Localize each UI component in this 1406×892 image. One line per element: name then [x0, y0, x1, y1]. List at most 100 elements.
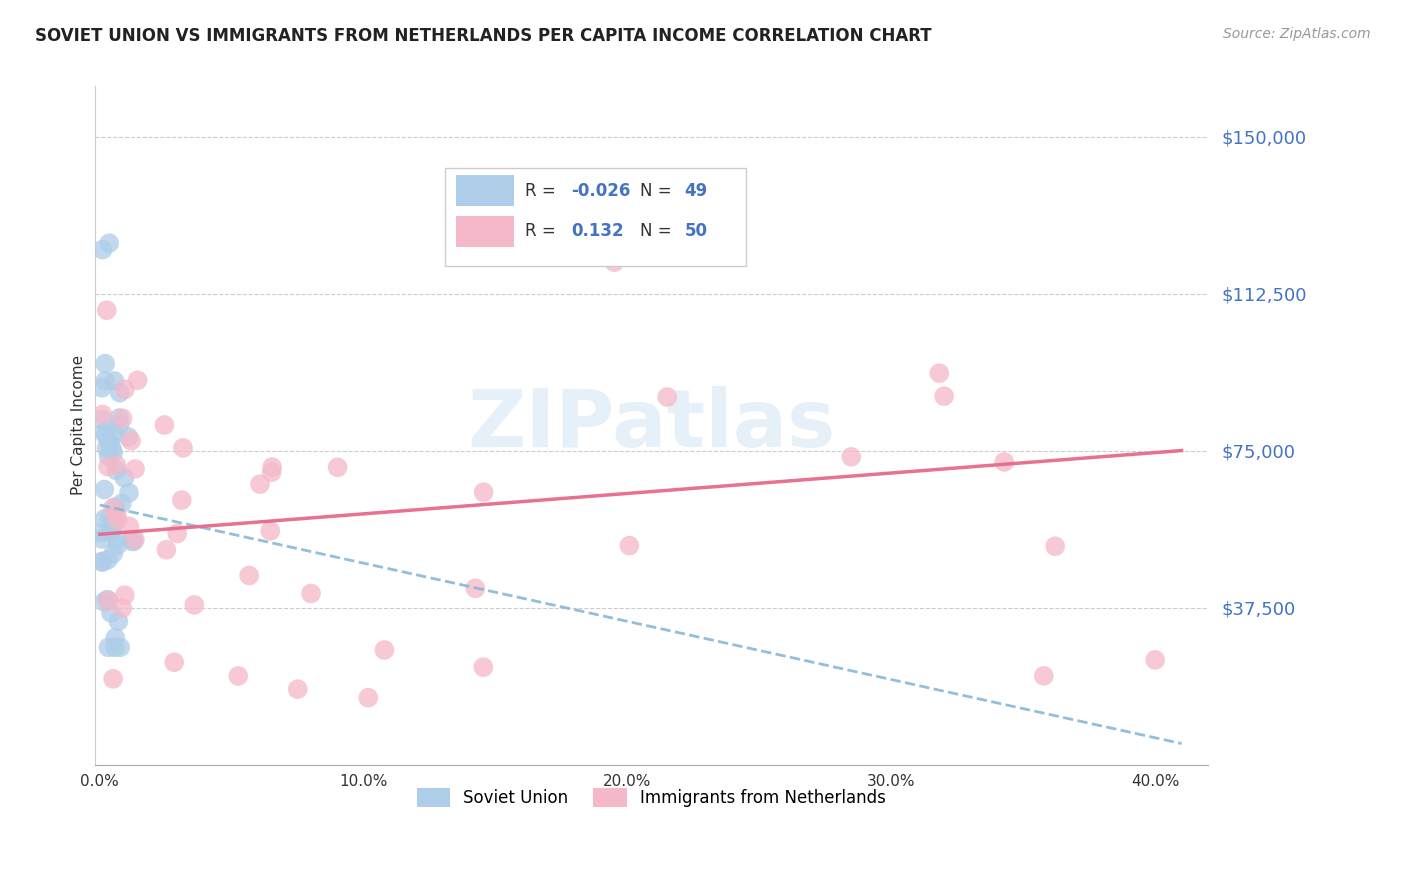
- Point: [94, 425, 117, 439]
- Point: [107, 614, 129, 628]
- Point: [117, 430, 139, 444]
- Point: [108, 411, 131, 425]
- Point: [120, 434, 142, 448]
- Point: [464, 582, 486, 596]
- Point: [299, 586, 322, 600]
- Point: [97, 449, 120, 463]
- Point: [111, 411, 134, 425]
- Point: [96, 441, 118, 455]
- Text: 50: 50: [685, 222, 707, 241]
- Text: R =: R =: [526, 182, 561, 200]
- Point: [1043, 539, 1066, 553]
- Point: [101, 523, 124, 537]
- Point: [108, 417, 131, 432]
- Y-axis label: Per Capita Income: Per Capita Income: [72, 355, 86, 495]
- Text: -0.026: -0.026: [571, 182, 630, 200]
- Point: [94, 357, 117, 371]
- Point: [97, 434, 120, 448]
- Point: [97, 640, 120, 655]
- Point: [287, 682, 309, 697]
- Point: [90, 525, 112, 540]
- Point: [104, 631, 127, 645]
- Point: [540, 213, 562, 227]
- Text: 0.132: 0.132: [571, 222, 624, 241]
- Point: [118, 519, 141, 533]
- Point: [839, 450, 862, 464]
- Point: [122, 534, 145, 549]
- FancyBboxPatch shape: [457, 175, 515, 206]
- Point: [127, 373, 149, 387]
- Point: [108, 640, 131, 655]
- Point: [226, 669, 249, 683]
- Point: [91, 555, 114, 569]
- Point: [104, 640, 127, 655]
- Point: [262, 460, 284, 475]
- Point: [472, 660, 495, 674]
- Point: [90, 532, 112, 546]
- Point: [96, 303, 118, 318]
- Point: [93, 595, 115, 609]
- Point: [114, 382, 136, 396]
- Point: [104, 500, 127, 514]
- Point: [111, 601, 134, 615]
- Point: [183, 598, 205, 612]
- Text: 49: 49: [685, 182, 707, 200]
- Point: [993, 455, 1015, 469]
- Point: [259, 524, 281, 538]
- Point: [105, 458, 128, 472]
- Point: [101, 547, 124, 561]
- Point: [103, 513, 125, 527]
- Legend: Soviet Union, Immigrants from Netherlands: Soviet Union, Immigrants from Netherland…: [411, 781, 893, 814]
- Point: [96, 592, 118, 607]
- Point: [619, 539, 641, 553]
- Point: [114, 588, 136, 602]
- Text: SOVIET UNION VS IMMIGRANTS FROM NETHERLANDS PER CAPITA INCOME CORRELATION CHART: SOVIET UNION VS IMMIGRANTS FROM NETHERLA…: [35, 27, 932, 45]
- Point: [124, 462, 146, 476]
- Point: [170, 493, 193, 508]
- Point: [90, 381, 112, 395]
- Point: [1144, 653, 1167, 667]
- Point: [105, 532, 128, 546]
- Point: [238, 568, 260, 582]
- FancyBboxPatch shape: [457, 216, 515, 247]
- Point: [155, 542, 177, 557]
- Point: [100, 442, 122, 456]
- FancyBboxPatch shape: [446, 168, 747, 266]
- Point: [90, 412, 112, 426]
- Point: [101, 500, 124, 515]
- Text: N =: N =: [640, 182, 678, 200]
- Point: [107, 513, 129, 527]
- Point: [98, 436, 121, 450]
- Point: [928, 366, 950, 380]
- Point: [118, 486, 141, 500]
- Point: [105, 508, 128, 522]
- Point: [111, 496, 134, 510]
- Point: [260, 465, 283, 479]
- Point: [114, 471, 136, 485]
- Text: R =: R =: [526, 222, 561, 241]
- Point: [101, 672, 124, 686]
- Text: N =: N =: [640, 222, 678, 241]
- Point: [166, 526, 188, 541]
- Point: [657, 390, 679, 404]
- Point: [153, 417, 176, 432]
- Point: [100, 606, 122, 620]
- Point: [100, 524, 122, 539]
- Point: [121, 534, 143, 549]
- Point: [98, 236, 121, 251]
- Point: [90, 555, 112, 569]
- Point: [91, 243, 114, 257]
- Point: [603, 255, 626, 269]
- Point: [98, 510, 121, 524]
- Point: [326, 460, 349, 475]
- Point: [94, 374, 117, 388]
- Point: [163, 655, 186, 669]
- Point: [93, 512, 115, 526]
- Point: [108, 385, 131, 400]
- Point: [107, 538, 129, 552]
- Point: [124, 533, 146, 547]
- Point: [472, 485, 495, 500]
- Point: [932, 389, 955, 403]
- Point: [94, 428, 117, 442]
- Point: [103, 445, 125, 459]
